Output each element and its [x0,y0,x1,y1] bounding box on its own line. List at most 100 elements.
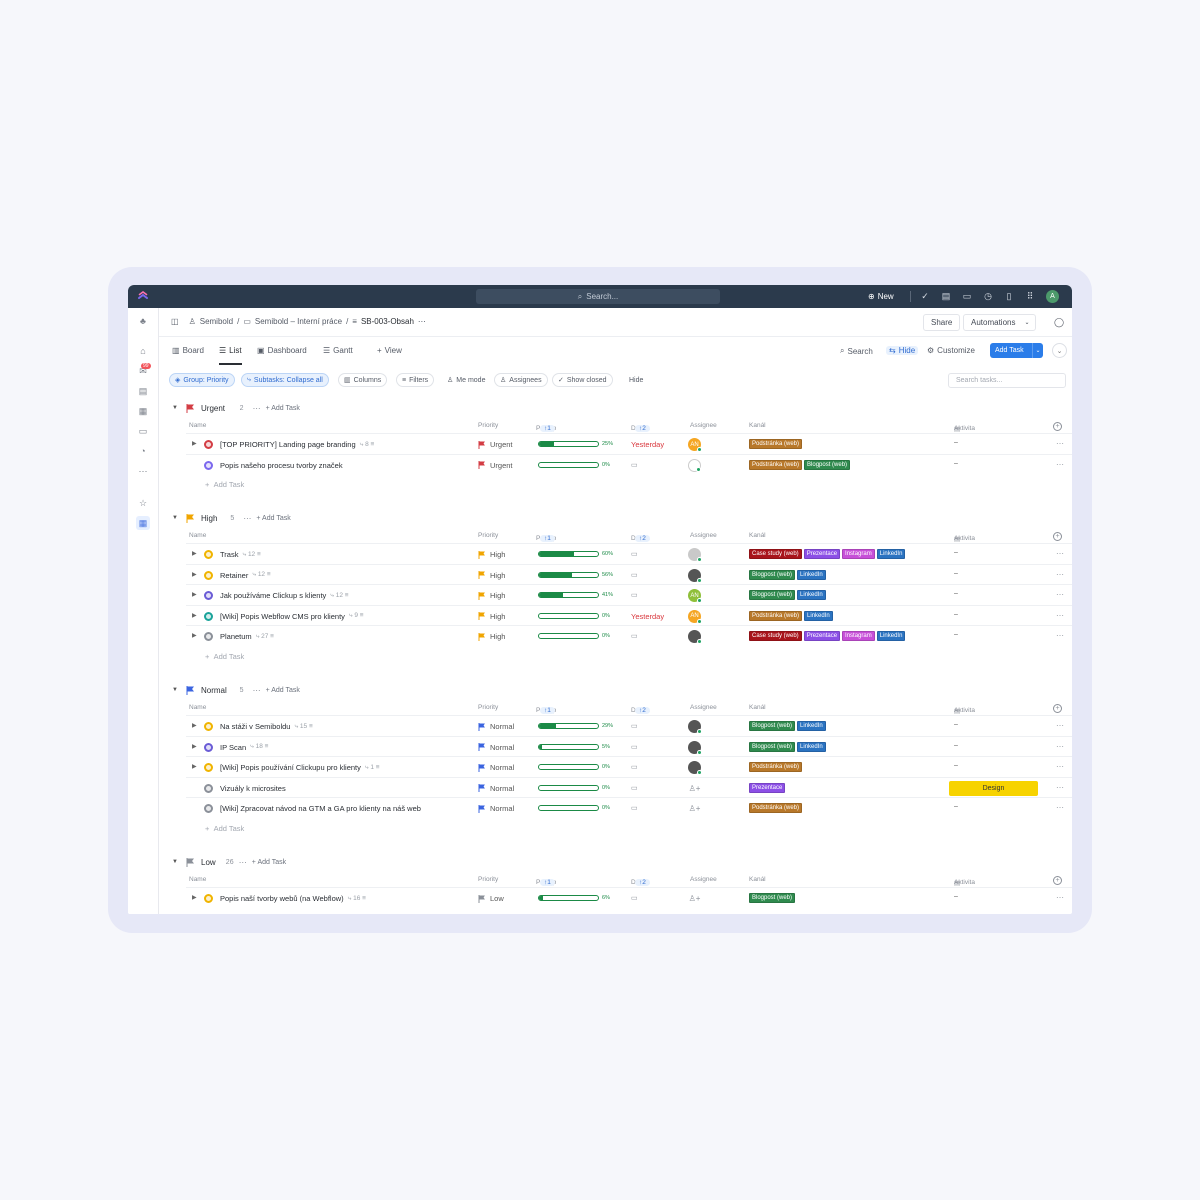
add-column-icon[interactable]: + [1053,876,1062,885]
calendar-icon[interactable]: ▭ [631,551,638,558]
activity-value[interactable]: – [954,721,958,728]
sort-badge[interactable]: ↑1 [540,879,555,886]
task-name[interactable]: Popis naší tvorby webů (na Webflow) ⤷ 16 … [220,894,366,903]
activity-value[interactable]: – [954,569,958,577]
more-options-icon[interactable]: ⋯ [252,403,261,413]
document-icon[interactable]: ▯ [1006,291,1012,301]
calendar-icon[interactable]: ▭ [631,743,638,751]
activity-value[interactable]: – [954,439,958,446]
assignees-chip[interactable]: ♙ Assignees [494,373,548,387]
status-icon[interactable] [204,440,213,449]
sort-badge[interactable]: ↑2 [635,535,650,542]
activity-value[interactable]: – [954,549,958,556]
clickup-logo-icon[interactable] [137,290,149,302]
status-icon[interactable] [204,763,213,773]
check-circle-icon[interactable]: ✓ [921,291,929,301]
channel-tag[interactable]: Case study (web) [749,549,802,559]
expand-triangle-icon[interactable]: ▶ [192,612,197,619]
task-name[interactable]: Planetum ⤷ 27 ≡ [220,632,274,642]
activity-value[interactable]: – [954,590,958,598]
alarm-icon[interactable]: ◷ [984,291,992,301]
status-icon[interactable] [204,591,213,601]
timesheets-icon[interactable]: ◔ [140,446,146,456]
expand-triangle-icon[interactable]: ▶ [192,895,197,901]
channel-tag[interactable]: Prezentace [803,631,841,642]
col-priority[interactable]: Priority [478,876,499,883]
table-row[interactable]: Vizuály k microsites Normal 0% ▭ ♙+ Prez… [186,776,1072,798]
expand-triangle-icon[interactable]: ▶ [192,633,197,640]
tab-list[interactable]: ☰ List [219,346,242,365]
row-more-icon[interactable]: ⋯ [1056,631,1064,641]
notepad-icon[interactable]: ▤ [941,291,951,301]
sort-badge[interactable]: ↑1 [540,535,555,542]
table-row[interactable]: ▶ Na stáži v Semiboldu ⤷ 15 ≡ Normal 29% … [186,715,1072,736]
calendar-icon[interactable]: ▭ [631,764,638,772]
status-icon[interactable] [204,570,213,580]
expand-triangle-icon[interactable]: ▶ [192,441,197,447]
status-icon[interactable] [204,550,213,559]
channel-tag[interactable]: Blogpost (web) [804,459,851,470]
group-add-task-button[interactable]: + Add Task [256,514,291,522]
activity-value[interactable]: – [954,803,958,811]
priority-cell[interactable]: High [478,632,505,641]
tab-board[interactable]: ▥ Board [172,346,204,355]
clips-icon[interactable]: ▭ [138,425,148,436]
channel-tag[interactable]: Prezentace [749,782,786,793]
show-closed-chip[interactable]: ✓ Show closed [552,373,613,387]
add-task-row[interactable]: + Add Task [205,652,245,661]
activity-value[interactable]: – [954,610,958,618]
priority-cell[interactable]: Urgent [478,440,513,449]
group-add-task-button[interactable]: + Add Task [265,686,300,694]
group-add-task-button[interactable]: + Add Task [265,404,300,412]
home-icon[interactable]: ⌂ [140,346,146,356]
table-row[interactable]: Popis našeho procesu tvorby značek Urgen… [186,453,1072,475]
calendar-icon[interactable]: ▭ [631,571,638,579]
table-row[interactable]: ▶ Retainer ⤷ 12 ≡ High 56% ▭ Blogpost (we… [186,563,1072,585]
group-header[interactable]: ▼ Urgent 2 ⋯ + Add Task [159,400,1072,416]
tab-gantt[interactable]: ☰ Gantt [323,346,353,355]
task-name[interactable]: [Wiki] Popis používání Clickupu pro klie… [220,763,380,773]
avatar[interactable] [688,761,702,776]
activity-value[interactable]: – [954,762,958,770]
expand-triangle-icon[interactable]: ▶ [192,571,197,578]
collapse-toggle[interactable]: ⌄ [1052,343,1067,358]
table-row[interactable]: ▶ [TOP PRIORITY] Landing page branding ⤷ … [186,433,1072,454]
table-row[interactable]: ▶ Jak používáme Clickup s klienty ⤷ 12 ≡ … [186,584,1072,605]
avatar[interactable] [688,568,702,583]
channel-tag[interactable]: Podstránka (web) [749,762,803,773]
avatar[interactable]: AN [688,589,702,604]
sort-badge[interactable]: ↑1 [540,425,555,432]
col-priority[interactable]: Priority [478,704,499,711]
channel-tag[interactable]: Podstránka (web) [749,439,803,449]
table-row[interactable]: ▶ Trask ⤷ 12 ≡ High 60% ▭ Case study (web… [186,543,1072,564]
priority-cell[interactable]: High [478,591,505,600]
new-button[interactable]: ⊕ New [868,289,894,304]
row-more-icon[interactable]: ⋯ [1056,549,1064,558]
add-view-button[interactable]: + View [377,346,402,355]
search-button[interactable]: ⌕ Search [840,346,873,356]
table-row[interactable]: ▶ Planetum ⤷ 27 ≡ High 0% ▭ Case study (w… [186,625,1072,646]
channel-tag[interactable]: Blogpost (web) [749,590,796,601]
col-name[interactable]: Name [189,876,207,883]
expand-triangle-icon[interactable]: ▶ [192,592,197,599]
comments-icon[interactable]: ◯ [1054,317,1065,327]
col-kanal[interactable]: Kanál [749,704,766,711]
row-more-icon[interactable]: ⋯ [1056,569,1064,579]
channel-tag[interactable]: LinkedIn [797,721,826,731]
row-more-icon[interactable]: ⋯ [1056,610,1064,620]
priority-cell[interactable]: Normal [478,743,514,752]
breadcrumb-list[interactable]: SB-003-Obsah [360,317,414,326]
status-icon[interactable] [204,894,213,903]
activity-badge[interactable]: Design [949,780,1038,796]
task-name[interactable]: IP Scan ⤷ 18 ≡ [220,742,269,752]
table-row[interactable]: ▶ [Wiki] Popis Webflow CMS pro klienty ⤷ … [186,604,1072,626]
priority-cell[interactable]: Normal [478,804,514,813]
channel-tag[interactable]: LinkedIn [797,590,826,601]
favorites-icon[interactable]: ☆ [138,497,148,508]
priority-cell[interactable]: High [478,550,505,559]
add-task-button[interactable]: Add Task ⌄ [990,343,1043,358]
avatar[interactable] [688,458,701,472]
more-icon[interactable]: ⋯ [138,465,148,476]
task-name[interactable]: [Wiki] Zpracovat návod na GTM a GA pro k… [220,804,421,814]
global-search[interactable]: ⌕ Search... [476,289,720,304]
